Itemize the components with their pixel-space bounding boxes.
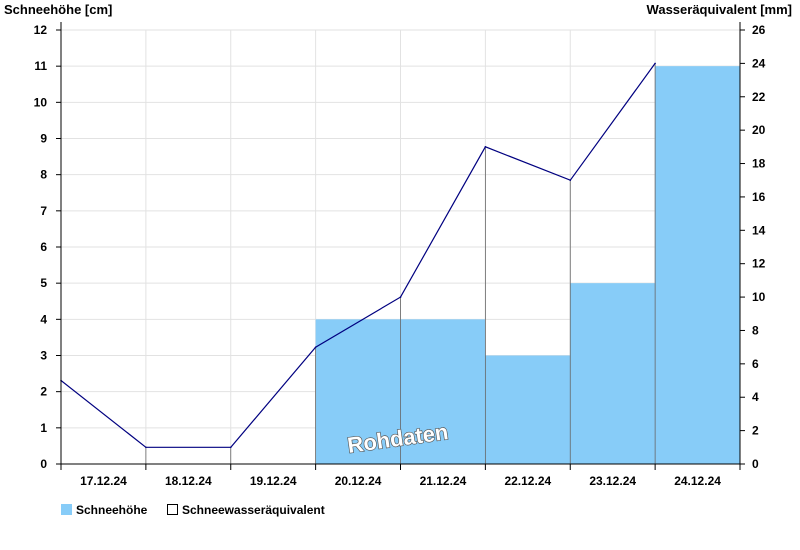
- right-tick-label: 22: [752, 90, 766, 104]
- left-tick-label: 8: [40, 168, 47, 182]
- right-tick-label: 8: [752, 323, 759, 337]
- bar-23.12.24: [570, 283, 656, 464]
- right-tick-label: 20: [752, 123, 766, 137]
- right-tick-label: 2: [752, 424, 759, 438]
- left-tick-label: 11: [34, 59, 47, 73]
- left-tick-label: 5: [40, 276, 47, 290]
- left-tick-label: 9: [40, 132, 47, 146]
- right-tick-label: 0: [752, 457, 759, 471]
- left-tick-label: 0: [40, 457, 47, 471]
- bar-20.12.24: [315, 319, 401, 464]
- legend: Schneehöhe Schneewasseräquivalent: [61, 503, 325, 517]
- swe-line: [60, 62, 656, 464]
- swe-point-23.12.24: [569, 179, 572, 182]
- legend-swatch-snow-depth: [61, 504, 72, 515]
- swe-line-path: [60, 63, 656, 448]
- right-axis-title: Wasseräquivalent [mm]: [647, 2, 792, 17]
- x-tick-label-17.12.24: 17.12.24: [80, 474, 127, 488]
- left-tick-label: 1: [40, 421, 47, 435]
- swe-point-24.12.24: [654, 62, 656, 65]
- x-tick-label-19.12.24: 19.12.24: [250, 474, 297, 488]
- bar-22.12.24: [485, 355, 571, 464]
- swe-point-22.12.24: [484, 146, 487, 148]
- left-axis-title: Schneehöhe [cm]: [4, 2, 112, 17]
- bar-21.12.24: [400, 319, 486, 464]
- right-tick-label: 12: [752, 257, 766, 271]
- axes: 0123456789101112024681012141618202224261…: [34, 22, 766, 488]
- swe-point-19.12.24: [229, 446, 232, 449]
- right-tick-label: 6: [752, 357, 759, 371]
- x-tick-label-23.12.24: 23.12.24: [589, 474, 636, 488]
- left-tick-label: 2: [40, 385, 47, 399]
- x-tick-label-18.12.24: 18.12.24: [165, 474, 212, 488]
- swe-point-18.12.24: [145, 446, 147, 449]
- snow-depth-bars: [315, 66, 740, 465]
- legend-swatch-swe: [167, 504, 178, 515]
- left-tick-label: 3: [40, 349, 47, 363]
- right-tick-label: 14: [752, 223, 766, 237]
- x-tick-label-24.12.24: 24.12.24: [674, 474, 721, 488]
- left-tick-label: 7: [40, 204, 47, 218]
- bar-24.12.24: [655, 66, 740, 465]
- left-tick-label: 10: [34, 95, 48, 109]
- right-tick-label: 10: [752, 290, 766, 304]
- swe-point-20.12.24: [314, 346, 317, 348]
- x-tick-label-21.12.24: 21.12.24: [420, 474, 467, 488]
- left-tick-label: 6: [40, 240, 47, 254]
- x-tick-label-20.12.24: 20.12.24: [335, 474, 382, 488]
- legend-label-snow-depth: Schneehöhe: [76, 503, 148, 517]
- right-tick-label: 24: [752, 56, 766, 70]
- left-tick-label: 12: [34, 23, 48, 37]
- right-tick-label: 18: [752, 157, 766, 171]
- right-tick-label: 26: [752, 23, 766, 37]
- swe-point-21.12.24: [399, 296, 402, 298]
- left-tick-label: 4: [40, 312, 47, 326]
- x-tick-label-22.12.24: 22.12.24: [504, 474, 551, 488]
- legend-label-swe: Schneewasseräquivalent: [182, 503, 325, 517]
- right-tick-label: 16: [752, 190, 766, 204]
- right-tick-label: 4: [752, 390, 759, 404]
